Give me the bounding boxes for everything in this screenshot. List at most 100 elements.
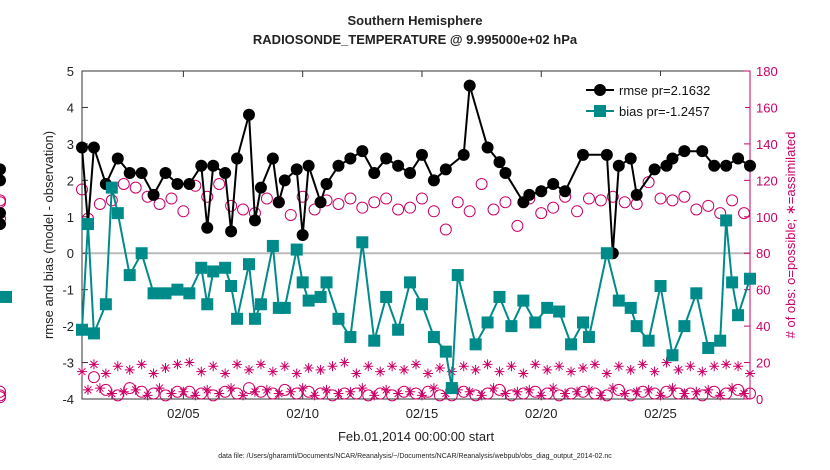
obs-assimilated-point <box>297 383 308 394</box>
rmse-point <box>344 152 357 165</box>
bias-point <box>380 290 393 303</box>
footnote: data file: /Users/gharamti/Documents/NCA… <box>218 453 612 460</box>
obs-possible-point <box>93 198 106 211</box>
obs-assimilated-point <box>309 390 320 401</box>
obs-possible-point <box>380 192 393 205</box>
obs-possible-point <box>87 371 100 384</box>
rmse-point <box>415 148 428 161</box>
obs-assimilated-point <box>321 384 332 395</box>
rmse-point <box>457 148 470 161</box>
obs-possible-point <box>284 208 297 221</box>
obs-assimilated-point <box>613 361 624 372</box>
obs-possible-point <box>368 196 381 209</box>
bias-point <box>183 287 196 300</box>
bias-point <box>732 309 745 322</box>
y-right-tick-label: 140 <box>756 137 778 152</box>
obs-possible-point <box>356 201 369 214</box>
obs-possible-point <box>177 205 190 218</box>
bias-point <box>529 316 542 329</box>
bias-point <box>225 280 238 293</box>
obs-assimilated-point <box>470 364 481 375</box>
x-tick-label: 02/15 <box>406 406 439 421</box>
bias-point <box>445 382 458 395</box>
obs-possible-point <box>738 207 751 220</box>
bias-point <box>415 298 428 311</box>
obs-assimilated-point <box>357 383 368 394</box>
bias-point <box>0 290 12 303</box>
bias-point <box>744 272 756 285</box>
obs-assimilated-point <box>500 388 511 399</box>
rmse-point <box>314 196 327 209</box>
bias-point <box>356 236 369 249</box>
rmse-point <box>463 79 476 92</box>
rmse-point <box>248 214 261 227</box>
bias-point <box>290 243 303 256</box>
rmse-point <box>744 159 756 172</box>
rmse-point <box>708 159 721 172</box>
y-tick-label: 0 <box>67 246 74 261</box>
bias-point <box>314 290 327 303</box>
obs-assimilated-point <box>518 368 529 379</box>
obs-assimilated-point <box>745 368 755 379</box>
bias-point <box>505 320 518 333</box>
x-tick-label: 02/05 <box>167 406 200 421</box>
bias-point <box>666 349 679 362</box>
obs-assimilated-point <box>387 361 398 372</box>
bias-point <box>565 338 578 351</box>
obs-assimilated-point <box>434 363 445 374</box>
obs-assimilated-point <box>554 361 565 372</box>
bias-point <box>302 294 315 307</box>
obs-assimilated-point <box>238 390 249 401</box>
rmse-point <box>219 167 232 180</box>
bias-point <box>553 305 566 318</box>
bias-point <box>99 298 112 311</box>
rmse-point <box>278 174 291 187</box>
obs-assimilated-point <box>142 390 153 401</box>
bias-point <box>332 312 345 325</box>
rmse-point <box>356 145 369 158</box>
obs-possible-point <box>571 205 584 218</box>
rmse-point <box>135 167 148 180</box>
bias-point <box>720 214 733 227</box>
bias-point <box>266 239 279 252</box>
obs-assimilated-point <box>422 368 433 379</box>
rmse-point <box>320 177 333 190</box>
bias-point <box>81 218 94 231</box>
obs-assimilated-point <box>226 383 237 394</box>
bias-point <box>87 327 100 340</box>
obs-assimilated-point <box>249 386 260 397</box>
obs-possible-point <box>654 192 667 205</box>
rmse-point <box>76 141 88 154</box>
obs-assimilated-point <box>88 359 99 370</box>
obs-assimilated-point <box>327 361 338 372</box>
bias-point <box>195 261 208 274</box>
bias-point <box>392 323 405 336</box>
obs-assimilated-point <box>416 390 427 401</box>
obs-possible-point <box>0 391 6 404</box>
obs-assimilated-point <box>315 364 326 375</box>
legend-bias-label: bias pr=-1.2457 <box>619 104 710 119</box>
chart-title: Southern Hemisphere <box>347 13 482 28</box>
obs-possible-point <box>475 177 488 190</box>
obs-assimilated-point <box>679 388 690 399</box>
x-axis-label: Feb.01,2014 00:00:00 start <box>338 429 495 444</box>
obs-assimilated-point <box>727 383 738 394</box>
obs-possible-point <box>201 190 214 203</box>
obs-assimilated-point <box>631 386 642 397</box>
obs-assimilated-point <box>184 357 195 368</box>
obs-possible-point <box>547 201 560 214</box>
obs-assimilated-point <box>536 390 547 401</box>
rmse-point <box>290 163 303 176</box>
obs-assimilated-point <box>154 383 165 394</box>
rmse-point <box>0 163 6 176</box>
legend-rmse-marker <box>594 84 606 96</box>
obs-assimilated-point <box>685 361 696 372</box>
x-tick-label: 02/25 <box>644 406 677 421</box>
rmse-point <box>266 152 279 165</box>
x-tick-label: 02/10 <box>286 406 319 421</box>
obs-assimilated-point <box>643 384 654 395</box>
bias-point <box>642 334 655 347</box>
legend: rmse pr=2.1632 bias pr=-1.2457 <box>577 76 745 124</box>
obs-assimilated-point <box>607 383 618 394</box>
rmse-point <box>87 141 100 154</box>
